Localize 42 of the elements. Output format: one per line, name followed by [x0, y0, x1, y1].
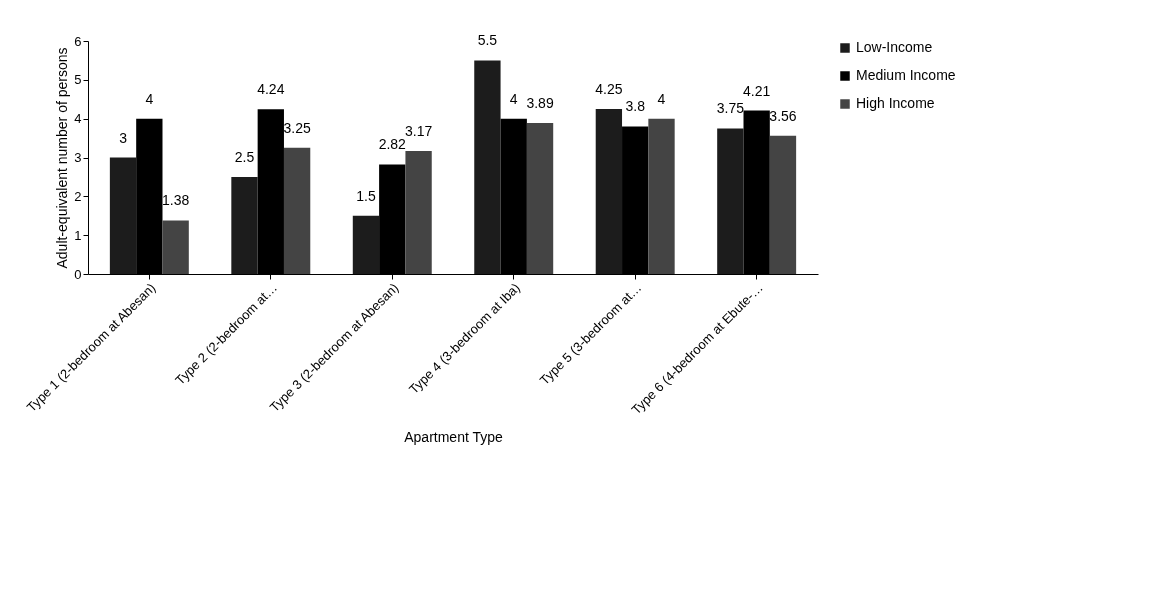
data-label: 3.8 — [625, 98, 646, 115]
bar — [162, 220, 189, 274]
bar — [526, 122, 554, 274]
bar — [648, 118, 675, 274]
bar — [283, 147, 311, 274]
data-label: 4 — [509, 90, 518, 107]
data-label: 1.38 — [162, 192, 190, 209]
x-axis-title: Apartment Type — [404, 429, 503, 446]
data-label: 3.75 — [716, 100, 745, 117]
bar — [405, 150, 432, 274]
bar — [231, 176, 258, 274]
y-axis-title: Adult-equivalent number of persons — [54, 47, 71, 269]
y-tick-label: 6 — [74, 33, 82, 49]
data-label: 3 — [119, 129, 128, 146]
bar — [474, 60, 501, 274]
y-tick-label: 4 — [74, 111, 82, 127]
data-label: 3.17 — [404, 122, 433, 139]
y-tick-label: 2 — [74, 188, 82, 204]
y-tick-label: 3 — [74, 150, 82, 165]
data-label: 1.5 — [356, 187, 376, 204]
data-label: 4 — [145, 90, 154, 107]
legend-label: High Income — [856, 95, 935, 111]
y-tick-label: 1 — [74, 227, 82, 243]
data-label: 4 — [657, 90, 666, 107]
bar — [769, 135, 797, 274]
data-label: 3.25 — [283, 119, 311, 136]
bar — [717, 128, 744, 274]
bar — [352, 215, 380, 274]
bar — [109, 157, 137, 274]
data-label: 4.24 — [257, 81, 285, 98]
bar — [595, 108, 623, 274]
data-label: 4.25 — [595, 80, 623, 97]
data-label: 4.21 — [743, 82, 771, 99]
data-label: 5.5 — [477, 32, 498, 49]
data-label: 3.89 — [526, 94, 554, 111]
legend-label: Medium Income — [856, 67, 956, 83]
legend-label: Low-Income — [856, 39, 933, 55]
data-label: 3.56 — [769, 107, 797, 124]
y-tick-label: 5 — [74, 72, 82, 88]
y-tick-label: 0 — [74, 266, 82, 282]
data-label: 2.82 — [378, 136, 407, 153]
data-label: 2.5 — [234, 148, 255, 165]
